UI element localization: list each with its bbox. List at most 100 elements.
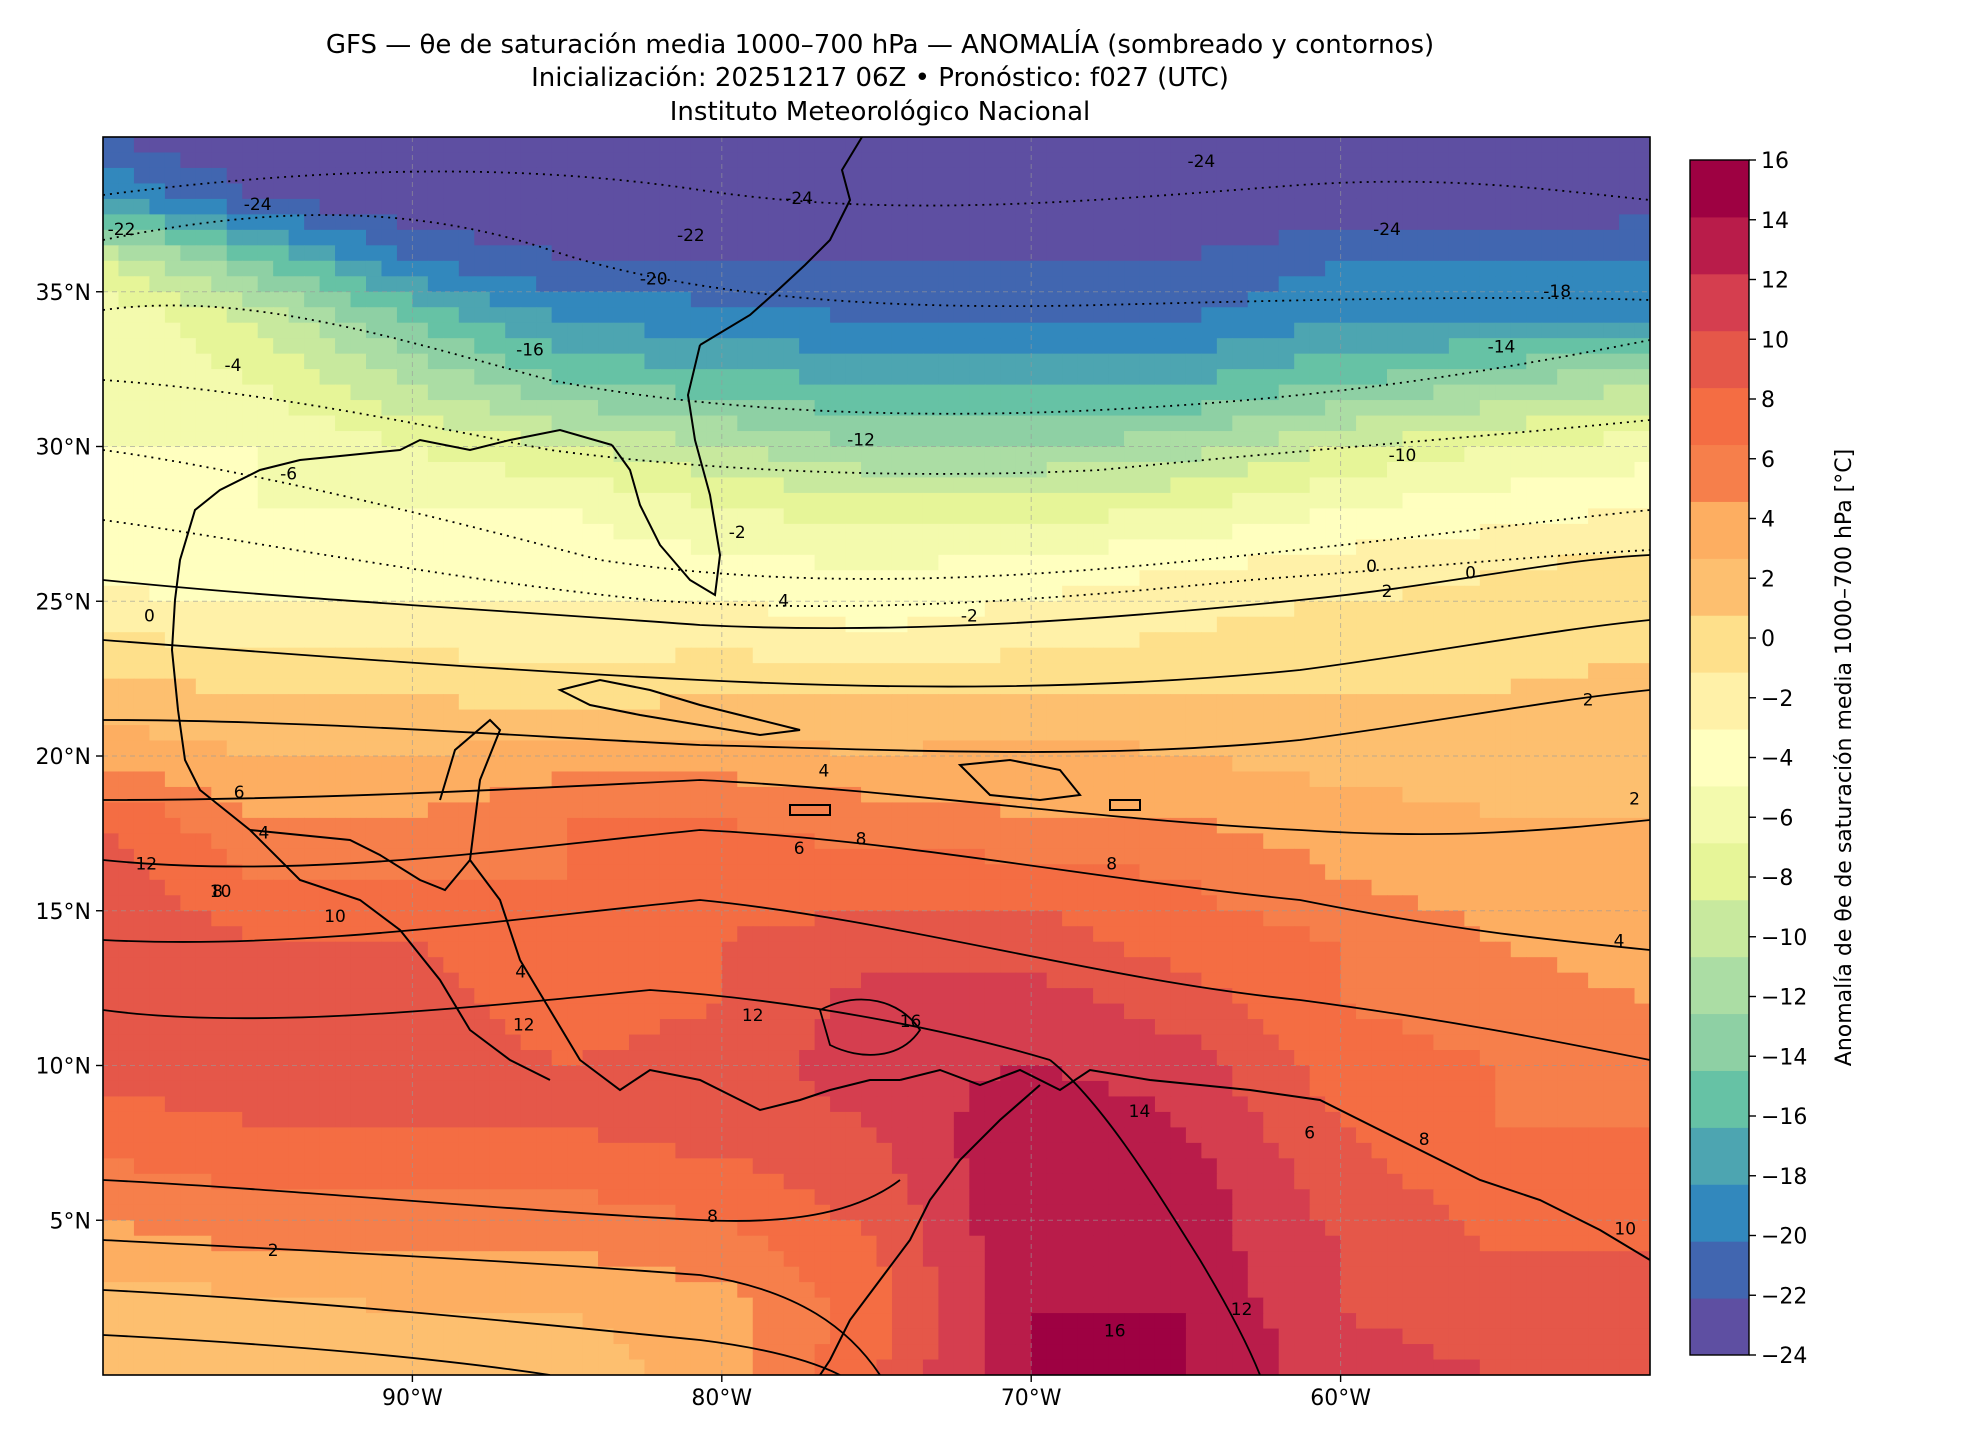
field-cell xyxy=(1278,833,1295,850)
field-cell xyxy=(1603,461,1620,479)
field-cell xyxy=(304,322,321,339)
field-cell xyxy=(1170,461,1187,479)
field-cell xyxy=(1201,137,1218,154)
field-cell xyxy=(598,647,615,664)
field-cell xyxy=(876,508,893,525)
field-cell xyxy=(304,477,321,494)
field-cell xyxy=(103,786,120,804)
field-cell xyxy=(1170,152,1187,169)
field-cell xyxy=(1340,554,1357,571)
field-cell xyxy=(922,895,939,912)
field-cell xyxy=(567,740,584,757)
field-cell xyxy=(1603,198,1620,215)
field-cell xyxy=(1510,709,1527,726)
field-cell xyxy=(273,585,290,602)
field-cell xyxy=(582,756,599,773)
field-cell xyxy=(1541,276,1558,293)
field-cell xyxy=(211,725,228,742)
field-cell xyxy=(1154,539,1172,556)
field-cell xyxy=(1417,802,1435,819)
field-cell xyxy=(1278,570,1295,587)
field-cell xyxy=(1232,539,1249,556)
field-cell xyxy=(1325,446,1342,463)
field-cell xyxy=(1464,601,1481,618)
field-cell xyxy=(319,369,336,386)
field-cell xyxy=(922,477,939,494)
field-cell xyxy=(1124,879,1141,896)
field-cell xyxy=(814,523,831,540)
field-cell xyxy=(1495,461,1512,479)
field-cell xyxy=(242,198,259,215)
field-cell xyxy=(1479,291,1496,308)
field-cell xyxy=(443,833,460,850)
field-cell xyxy=(690,833,707,850)
field-cell xyxy=(613,508,630,525)
field-cell xyxy=(458,167,475,185)
field-cell xyxy=(350,817,367,834)
field-cell xyxy=(737,616,754,633)
field-cell xyxy=(1216,353,1233,370)
field-cell xyxy=(1000,585,1017,602)
field-cell xyxy=(628,137,646,154)
field-cell xyxy=(1541,678,1558,695)
field-cell xyxy=(1108,895,1125,912)
field-cell xyxy=(1294,245,1311,262)
field-cell xyxy=(628,895,646,912)
field-cell xyxy=(427,523,444,540)
field-cell xyxy=(799,353,816,370)
field-cell xyxy=(226,461,243,479)
field-cell xyxy=(1015,307,1032,324)
field-cell xyxy=(799,276,816,293)
field-cell xyxy=(505,740,522,757)
field-cell xyxy=(1619,709,1636,726)
field-cell xyxy=(1046,353,1063,370)
field-cell xyxy=(1417,554,1435,571)
field-cell xyxy=(1417,260,1435,277)
field-cell xyxy=(1031,400,1048,417)
field-cell xyxy=(1402,307,1419,324)
field-cell xyxy=(737,802,754,819)
field-cell xyxy=(1247,786,1264,804)
field-cell xyxy=(180,879,197,896)
field-cell xyxy=(690,585,707,602)
field-cell xyxy=(1572,415,1589,432)
field-cell xyxy=(164,229,181,246)
field-cell xyxy=(799,725,816,742)
field-cell xyxy=(458,400,475,417)
field-cell xyxy=(1278,322,1295,339)
field-cell xyxy=(273,879,290,896)
field-cell xyxy=(1433,817,1450,834)
field-cell xyxy=(1356,338,1373,355)
field-cell xyxy=(365,229,383,246)
field-cell xyxy=(1402,183,1419,200)
field-cell xyxy=(1541,740,1558,757)
field-cell xyxy=(721,214,738,231)
field-cell xyxy=(876,817,893,834)
field-cell xyxy=(1232,508,1249,525)
field-cell xyxy=(1433,601,1450,618)
field-cell xyxy=(1448,632,1465,649)
field-cell xyxy=(1325,632,1342,649)
field-cell xyxy=(1124,756,1141,773)
field-cell xyxy=(1093,260,1110,277)
field-cell xyxy=(1603,167,1620,185)
field-cell xyxy=(304,415,321,432)
field-cell xyxy=(474,817,491,834)
field-cell xyxy=(1000,492,1017,509)
field-cell xyxy=(1263,678,1280,695)
field-cell xyxy=(876,539,893,556)
field-cell xyxy=(613,523,630,540)
field-cell xyxy=(598,694,615,711)
field-cell xyxy=(1634,229,1650,246)
field-cell xyxy=(721,431,738,448)
field-cell xyxy=(628,539,646,556)
field-cell xyxy=(365,817,383,834)
field-cell xyxy=(489,229,506,246)
field-cell xyxy=(257,725,274,742)
field-cell xyxy=(1139,864,1156,881)
field-cell xyxy=(1526,477,1543,494)
field-cell xyxy=(1541,616,1558,633)
field-cell xyxy=(891,446,909,463)
field-cell xyxy=(1634,663,1650,680)
field-cell xyxy=(1541,786,1558,804)
